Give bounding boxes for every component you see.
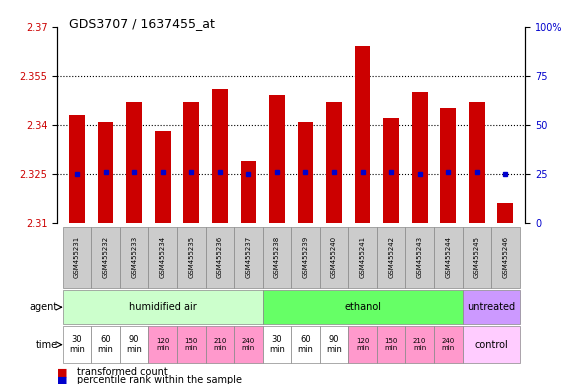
- Text: ■: ■: [57, 375, 67, 384]
- Text: GSM455241: GSM455241: [360, 236, 365, 278]
- Bar: [355, 46, 371, 223]
- Bar: [440, 108, 456, 223]
- Text: 120
min: 120 min: [356, 338, 369, 351]
- Bar: [212, 89, 228, 223]
- Text: GSM455238: GSM455238: [274, 236, 280, 278]
- FancyBboxPatch shape: [463, 227, 491, 288]
- Text: GSM455232: GSM455232: [103, 236, 108, 278]
- Text: 90
min: 90 min: [326, 335, 342, 354]
- Text: GSM455235: GSM455235: [188, 236, 194, 278]
- FancyBboxPatch shape: [463, 326, 520, 363]
- Bar: [469, 102, 485, 223]
- Text: humidified air: humidified air: [129, 302, 196, 312]
- Text: ethanol: ethanol: [344, 302, 381, 312]
- FancyBboxPatch shape: [120, 227, 148, 288]
- FancyBboxPatch shape: [434, 326, 463, 363]
- FancyBboxPatch shape: [320, 227, 348, 288]
- FancyBboxPatch shape: [405, 227, 434, 288]
- Text: GSM455242: GSM455242: [388, 236, 394, 278]
- FancyBboxPatch shape: [377, 227, 405, 288]
- FancyBboxPatch shape: [291, 227, 320, 288]
- Text: 150
min: 150 min: [384, 338, 398, 351]
- Text: agent: agent: [30, 302, 58, 312]
- Text: percentile rank within the sample: percentile rank within the sample: [77, 375, 242, 384]
- FancyBboxPatch shape: [434, 227, 463, 288]
- Text: 240
min: 240 min: [242, 338, 255, 351]
- Bar: [326, 102, 342, 223]
- FancyBboxPatch shape: [348, 227, 377, 288]
- FancyBboxPatch shape: [234, 227, 263, 288]
- FancyBboxPatch shape: [263, 290, 463, 324]
- Bar: [269, 95, 285, 223]
- Bar: [126, 102, 142, 223]
- Text: GSM455246: GSM455246: [502, 236, 508, 278]
- Text: 60
min: 60 min: [98, 335, 114, 354]
- Text: GSM455243: GSM455243: [417, 236, 423, 278]
- FancyBboxPatch shape: [120, 326, 148, 363]
- Text: GSM455233: GSM455233: [131, 236, 137, 278]
- FancyBboxPatch shape: [148, 326, 177, 363]
- Text: GSM455240: GSM455240: [331, 236, 337, 278]
- FancyBboxPatch shape: [206, 326, 234, 363]
- Text: 60
min: 60 min: [297, 335, 313, 354]
- Text: GSM455244: GSM455244: [445, 236, 451, 278]
- Text: time: time: [35, 339, 58, 350]
- FancyBboxPatch shape: [463, 290, 520, 324]
- Text: GSM455237: GSM455237: [246, 236, 251, 278]
- Text: GSM455236: GSM455236: [217, 236, 223, 278]
- Text: 30
min: 30 min: [69, 335, 85, 354]
- Text: GSM455245: GSM455245: [474, 236, 480, 278]
- FancyBboxPatch shape: [63, 326, 91, 363]
- FancyBboxPatch shape: [91, 326, 120, 363]
- Text: 150
min: 150 min: [184, 338, 198, 351]
- Text: control: control: [474, 339, 508, 350]
- Bar: [69, 115, 85, 223]
- FancyBboxPatch shape: [177, 326, 206, 363]
- FancyBboxPatch shape: [206, 227, 234, 288]
- Text: 210
min: 210 min: [413, 338, 427, 351]
- Bar: [183, 102, 199, 223]
- Bar: [240, 161, 256, 223]
- Text: 240
min: 240 min: [441, 338, 455, 351]
- Text: GSM455239: GSM455239: [303, 236, 308, 278]
- Text: 90
min: 90 min: [126, 335, 142, 354]
- FancyBboxPatch shape: [348, 326, 377, 363]
- Text: untreated: untreated: [467, 302, 515, 312]
- FancyBboxPatch shape: [377, 326, 405, 363]
- Text: GSM455234: GSM455234: [160, 236, 166, 278]
- Text: ■: ■: [57, 367, 67, 377]
- Bar: [297, 121, 313, 223]
- Bar: [497, 203, 513, 223]
- FancyBboxPatch shape: [91, 227, 120, 288]
- FancyBboxPatch shape: [63, 290, 263, 324]
- FancyBboxPatch shape: [320, 326, 348, 363]
- Bar: [155, 131, 171, 223]
- Bar: [98, 121, 114, 223]
- Text: transformed count: transformed count: [77, 367, 168, 377]
- Text: GSM455231: GSM455231: [74, 236, 80, 278]
- FancyBboxPatch shape: [405, 326, 434, 363]
- Text: 120
min: 120 min: [156, 338, 170, 351]
- FancyBboxPatch shape: [263, 326, 291, 363]
- Text: 210
min: 210 min: [213, 338, 227, 351]
- FancyBboxPatch shape: [234, 326, 263, 363]
- Bar: [412, 92, 428, 223]
- FancyBboxPatch shape: [63, 227, 91, 288]
- FancyBboxPatch shape: [177, 227, 206, 288]
- FancyBboxPatch shape: [148, 227, 177, 288]
- FancyBboxPatch shape: [263, 227, 291, 288]
- FancyBboxPatch shape: [491, 227, 520, 288]
- Bar: [383, 118, 399, 223]
- Text: GDS3707 / 1637455_at: GDS3707 / 1637455_at: [69, 17, 214, 30]
- FancyBboxPatch shape: [291, 326, 320, 363]
- Text: 30
min: 30 min: [269, 335, 285, 354]
